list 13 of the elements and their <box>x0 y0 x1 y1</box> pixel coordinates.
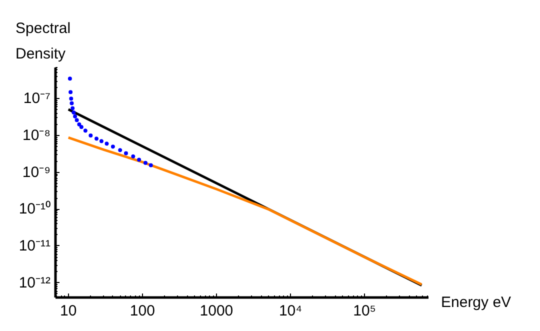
y-tick-label: 10⁻¹¹ <box>18 238 51 254</box>
y-tick-label: 10⁻¹⁰ <box>18 200 51 218</box>
y-axis-title: Spectral Density <box>16 20 71 62</box>
x-tick-label: 10⁵ <box>353 302 376 320</box>
y-tick-label: 10⁻⁸ <box>22 126 51 144</box>
y-tick-label: 10⁻⁹ <box>22 164 50 181</box>
x-axis-title: Energy eV <box>441 293 512 313</box>
x-tick-label: 10⁴ <box>278 302 302 320</box>
y-tick-label: 10⁻¹² <box>18 274 51 292</box>
x-tick-label: 10 <box>60 302 77 320</box>
x-tick-label: 1000 <box>200 302 234 320</box>
y-tick-label: 10⁻⁷ <box>23 90 51 108</box>
x-tick-label: 100 <box>130 302 155 320</box>
